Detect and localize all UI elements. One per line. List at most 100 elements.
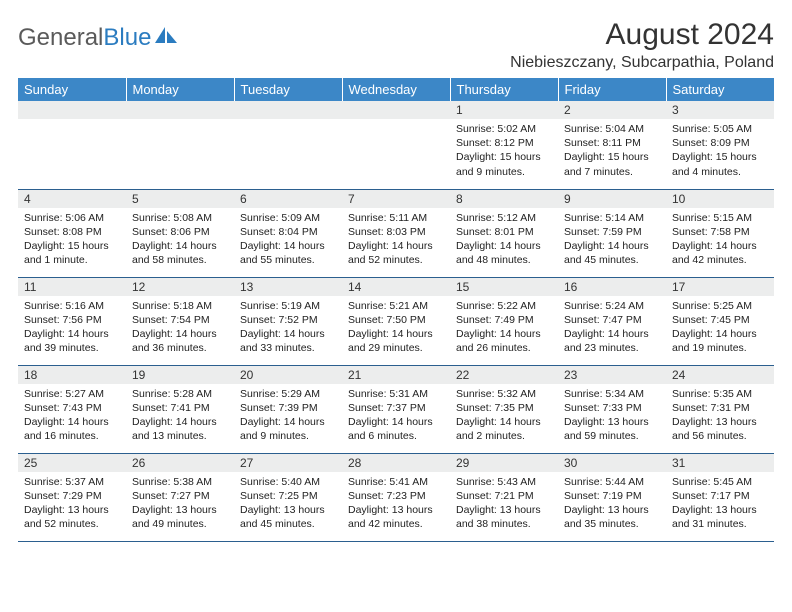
- calendar-cell: 28Sunrise: 5:41 AMSunset: 7:23 PMDayligh…: [342, 453, 450, 541]
- calendar-cell: 2Sunrise: 5:04 AMSunset: 8:11 PMDaylight…: [558, 101, 666, 189]
- day-details: Sunrise: 5:12 AMSunset: 8:01 PMDaylight:…: [450, 208, 558, 272]
- day-number: 14: [342, 278, 450, 296]
- calendar-cell: 24Sunrise: 5:35 AMSunset: 7:31 PMDayligh…: [666, 365, 774, 453]
- day-number: 15: [450, 278, 558, 296]
- day-number: 13: [234, 278, 342, 296]
- day-details: Sunrise: 5:32 AMSunset: 7:35 PMDaylight:…: [450, 384, 558, 448]
- day-details: Sunrise: 5:25 AMSunset: 7:45 PMDaylight:…: [666, 296, 774, 360]
- day-details: Sunrise: 5:22 AMSunset: 7:49 PMDaylight:…: [450, 296, 558, 360]
- day-details: Sunrise: 5:14 AMSunset: 7:59 PMDaylight:…: [558, 208, 666, 272]
- calendar-cell: 16Sunrise: 5:24 AMSunset: 7:47 PMDayligh…: [558, 277, 666, 365]
- day-number: 24: [666, 366, 774, 384]
- day-details: Sunrise: 5:09 AMSunset: 8:04 PMDaylight:…: [234, 208, 342, 272]
- day-number: 16: [558, 278, 666, 296]
- day-details: Sunrise: 5:40 AMSunset: 7:25 PMDaylight:…: [234, 472, 342, 536]
- day-number-empty: [234, 101, 342, 119]
- location-text: Niebieszczany, Subcarpathia, Poland: [510, 54, 774, 72]
- calendar-cell: [234, 101, 342, 189]
- day-details: Sunrise: 5:05 AMSunset: 8:09 PMDaylight:…: [666, 119, 774, 183]
- day-details: Sunrise: 5:11 AMSunset: 8:03 PMDaylight:…: [342, 208, 450, 272]
- day-details: Sunrise: 5:28 AMSunset: 7:41 PMDaylight:…: [126, 384, 234, 448]
- day-number: 8: [450, 190, 558, 208]
- day-number: 28: [342, 454, 450, 472]
- day-number: 31: [666, 454, 774, 472]
- day-details: Sunrise: 5:34 AMSunset: 7:33 PMDaylight:…: [558, 384, 666, 448]
- calendar-cell: 4Sunrise: 5:06 AMSunset: 8:08 PMDaylight…: [18, 189, 126, 277]
- calendar-cell: 14Sunrise: 5:21 AMSunset: 7:50 PMDayligh…: [342, 277, 450, 365]
- day-details: Sunrise: 5:18 AMSunset: 7:54 PMDaylight:…: [126, 296, 234, 360]
- weekday-header: Saturday: [666, 78, 774, 101]
- day-number: 7: [342, 190, 450, 208]
- brand-logo: GeneralBlue: [18, 18, 177, 52]
- day-number: 22: [450, 366, 558, 384]
- month-title: August 2024: [510, 18, 774, 52]
- sail-icon: [155, 24, 177, 52]
- day-number: 9: [558, 190, 666, 208]
- day-number: 27: [234, 454, 342, 472]
- day-details: Sunrise: 5:02 AMSunset: 8:12 PMDaylight:…: [450, 119, 558, 183]
- day-details: Sunrise: 5:16 AMSunset: 7:56 PMDaylight:…: [18, 296, 126, 360]
- calendar-week-row: 18Sunrise: 5:27 AMSunset: 7:43 PMDayligh…: [18, 365, 774, 453]
- calendar-body: 1Sunrise: 5:02 AMSunset: 8:12 PMDaylight…: [18, 101, 774, 541]
- day-details: Sunrise: 5:44 AMSunset: 7:19 PMDaylight:…: [558, 472, 666, 536]
- day-number: 1: [450, 101, 558, 119]
- calendar-cell: 6Sunrise: 5:09 AMSunset: 8:04 PMDaylight…: [234, 189, 342, 277]
- brand-part2: Blue: [103, 24, 151, 52]
- weekday-header: Sunday: [18, 78, 126, 101]
- calendar-cell: [342, 101, 450, 189]
- calendar-cell: 29Sunrise: 5:43 AMSunset: 7:21 PMDayligh…: [450, 453, 558, 541]
- calendar-cell: 26Sunrise: 5:38 AMSunset: 7:27 PMDayligh…: [126, 453, 234, 541]
- day-number: 18: [18, 366, 126, 384]
- calendar-cell: 18Sunrise: 5:27 AMSunset: 7:43 PMDayligh…: [18, 365, 126, 453]
- day-details: Sunrise: 5:43 AMSunset: 7:21 PMDaylight:…: [450, 472, 558, 536]
- calendar-week-row: 1Sunrise: 5:02 AMSunset: 8:12 PMDaylight…: [18, 101, 774, 189]
- calendar-cell: 15Sunrise: 5:22 AMSunset: 7:49 PMDayligh…: [450, 277, 558, 365]
- day-details: Sunrise: 5:27 AMSunset: 7:43 PMDaylight:…: [18, 384, 126, 448]
- calendar-cell: [18, 101, 126, 189]
- calendar-cell: 8Sunrise: 5:12 AMSunset: 8:01 PMDaylight…: [450, 189, 558, 277]
- brand-part1: General: [18, 24, 103, 52]
- calendar-cell: 1Sunrise: 5:02 AMSunset: 8:12 PMDaylight…: [450, 101, 558, 189]
- day-details: Sunrise: 5:19 AMSunset: 7:52 PMDaylight:…: [234, 296, 342, 360]
- day-number-empty: [342, 101, 450, 119]
- day-number: 10: [666, 190, 774, 208]
- day-details: Sunrise: 5:21 AMSunset: 7:50 PMDaylight:…: [342, 296, 450, 360]
- calendar-page: GeneralBlue August 2024 Niebieszczany, S…: [0, 0, 792, 542]
- calendar-cell: 10Sunrise: 5:15 AMSunset: 7:58 PMDayligh…: [666, 189, 774, 277]
- day-number: 23: [558, 366, 666, 384]
- calendar-cell: 20Sunrise: 5:29 AMSunset: 7:39 PMDayligh…: [234, 365, 342, 453]
- day-number: 26: [126, 454, 234, 472]
- calendar-cell: 21Sunrise: 5:31 AMSunset: 7:37 PMDayligh…: [342, 365, 450, 453]
- calendar-cell: 25Sunrise: 5:37 AMSunset: 7:29 PMDayligh…: [18, 453, 126, 541]
- calendar-cell: [126, 101, 234, 189]
- day-details: Sunrise: 5:37 AMSunset: 7:29 PMDaylight:…: [18, 472, 126, 536]
- day-number: 19: [126, 366, 234, 384]
- day-number: 17: [666, 278, 774, 296]
- day-details: Sunrise: 5:06 AMSunset: 8:08 PMDaylight:…: [18, 208, 126, 272]
- day-number: 12: [126, 278, 234, 296]
- calendar-cell: 7Sunrise: 5:11 AMSunset: 8:03 PMDaylight…: [342, 189, 450, 277]
- calendar-cell: 3Sunrise: 5:05 AMSunset: 8:09 PMDaylight…: [666, 101, 774, 189]
- calendar-cell: 31Sunrise: 5:45 AMSunset: 7:17 PMDayligh…: [666, 453, 774, 541]
- day-number-empty: [18, 101, 126, 119]
- header: GeneralBlue August 2024 Niebieszczany, S…: [18, 18, 774, 72]
- calendar-week-row: 11Sunrise: 5:16 AMSunset: 7:56 PMDayligh…: [18, 277, 774, 365]
- calendar-week-row: 4Sunrise: 5:06 AMSunset: 8:08 PMDaylight…: [18, 189, 774, 277]
- calendar-table: SundayMondayTuesdayWednesdayThursdayFrid…: [18, 78, 774, 542]
- weekday-header: Wednesday: [342, 78, 450, 101]
- day-number: 6: [234, 190, 342, 208]
- day-number: 20: [234, 366, 342, 384]
- day-details: Sunrise: 5:08 AMSunset: 8:06 PMDaylight:…: [126, 208, 234, 272]
- calendar-cell: 17Sunrise: 5:25 AMSunset: 7:45 PMDayligh…: [666, 277, 774, 365]
- day-details: Sunrise: 5:24 AMSunset: 7:47 PMDaylight:…: [558, 296, 666, 360]
- weekday-header: Thursday: [450, 78, 558, 101]
- calendar-cell: 19Sunrise: 5:28 AMSunset: 7:41 PMDayligh…: [126, 365, 234, 453]
- day-details: Sunrise: 5:04 AMSunset: 8:11 PMDaylight:…: [558, 119, 666, 183]
- calendar-cell: 23Sunrise: 5:34 AMSunset: 7:33 PMDayligh…: [558, 365, 666, 453]
- day-number: 21: [342, 366, 450, 384]
- day-number: 5: [126, 190, 234, 208]
- calendar-cell: 30Sunrise: 5:44 AMSunset: 7:19 PMDayligh…: [558, 453, 666, 541]
- day-number: 2: [558, 101, 666, 119]
- weekday-header-row: SundayMondayTuesdayWednesdayThursdayFrid…: [18, 78, 774, 101]
- title-block: August 2024 Niebieszczany, Subcarpathia,…: [510, 18, 774, 72]
